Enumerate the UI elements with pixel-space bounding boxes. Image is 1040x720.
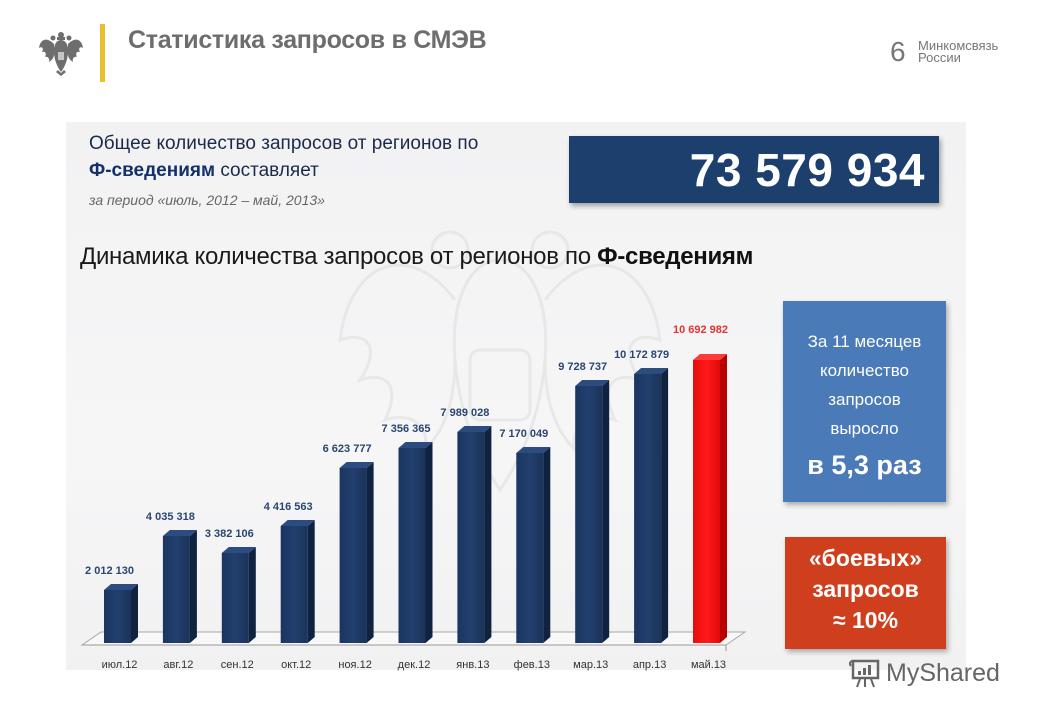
growth-line-3: запросов xyxy=(828,390,901,409)
bar-value-label: 10 172 879 xyxy=(614,349,670,361)
bar-value-label: 2 012 130 xyxy=(85,565,134,577)
chart-title-bold: Ф-сведениям xyxy=(597,243,754,270)
summary-bold-term: Ф-сведениям xyxy=(89,160,216,181)
growth-line-1: За 11 месяцев xyxy=(807,332,922,351)
summary-period: за период «июль, 2012 – май, 2013» xyxy=(89,192,325,208)
bar-сен.12 xyxy=(221,547,256,643)
bar-май.13 xyxy=(693,354,727,643)
summary-text-rest: составляет xyxy=(215,160,319,181)
growth-callout-box: За 11 месяцев количество запросов выросл… xyxy=(783,301,946,502)
growth-line-2: количество xyxy=(819,361,910,380)
bar-мар.13 xyxy=(575,380,610,643)
x-axis-label: май.13 xyxy=(690,659,727,671)
x-axis-label: янв.13 xyxy=(456,659,490,671)
ministry-logo-text: Минкомсвязь России xyxy=(918,38,999,65)
bar-value-label: 9 728 737 xyxy=(558,361,608,373)
x-axis-label: мар.13 xyxy=(573,659,609,671)
x-axis-label: апр.13 xyxy=(632,659,667,671)
growth-factor: в 5,3 раз xyxy=(807,450,922,480)
x-axis-label: июл.12 xyxy=(101,659,138,671)
bar-янв.13 xyxy=(457,426,492,643)
bar-value-label: 7 989 028 xyxy=(440,407,490,419)
myshared-brand: MyShared xyxy=(886,658,1000,687)
growth-line-4: выросло xyxy=(830,419,899,438)
chart-title: Динамика количества запросов от регионов… xyxy=(80,243,753,271)
x-axis-label: ноя.12 xyxy=(338,659,372,671)
bar-фев.13 xyxy=(516,447,551,643)
combat-line-1: «боевых» xyxy=(808,545,923,571)
bar-авг.12 xyxy=(162,530,197,643)
combat-line-3: ≈ 10% xyxy=(832,607,899,633)
bar-value-label: 6 623 777 xyxy=(322,443,372,455)
bar-value-label: 4 416 563 xyxy=(263,501,313,513)
page-title: Статистика запросов в СМЭВ xyxy=(128,26,487,54)
bar-value-label: 7 170 049 xyxy=(499,428,549,440)
page-number: 6 xyxy=(890,36,906,67)
bar-value-label: 10 692 982 xyxy=(672,324,729,336)
chart-title-regular: Динамика количества запросов от регионов… xyxy=(80,243,598,270)
bar-value-label: 3 382 106 xyxy=(204,528,254,540)
x-axis-label: окт.12 xyxy=(281,659,312,671)
x-axis-label: фев.13 xyxy=(513,659,550,671)
bar-ноя.12 xyxy=(339,462,374,643)
ministry-line-1: Минкомсвязь xyxy=(918,38,999,53)
bar-value-label: 7 356 365 xyxy=(381,423,431,435)
bar-дек.12 xyxy=(398,442,433,643)
total-requests-box: 73 579 934 xyxy=(569,136,939,203)
total-requests-value: 73 579 934 xyxy=(689,143,925,196)
ministry-line-2: России xyxy=(918,50,961,65)
combat-line-2: запросов xyxy=(812,576,919,602)
bar-value-label: 4 035 318 xyxy=(145,511,195,523)
coat-of-arms-icon xyxy=(39,32,83,76)
summary-text-line2: Ф-сведениям составляет xyxy=(89,160,319,182)
bar-окт.12 xyxy=(280,520,315,643)
x-axis-label: сен.12 xyxy=(220,659,254,671)
bar-июл.12 xyxy=(104,584,138,643)
header-accent-bar xyxy=(100,24,105,82)
bar-апр.13 xyxy=(634,368,669,643)
x-axis-label: авг.12 xyxy=(163,659,194,671)
myshared-watermark: MyShared xyxy=(848,657,1000,689)
summary-text-line1: Общее количество запросов от регионов по xyxy=(89,133,479,154)
combat-requests-box: «боевых» запросов ≈ 10% xyxy=(785,537,946,649)
presentation-board-icon xyxy=(848,659,880,688)
x-axis-label: дек.12 xyxy=(397,659,431,671)
